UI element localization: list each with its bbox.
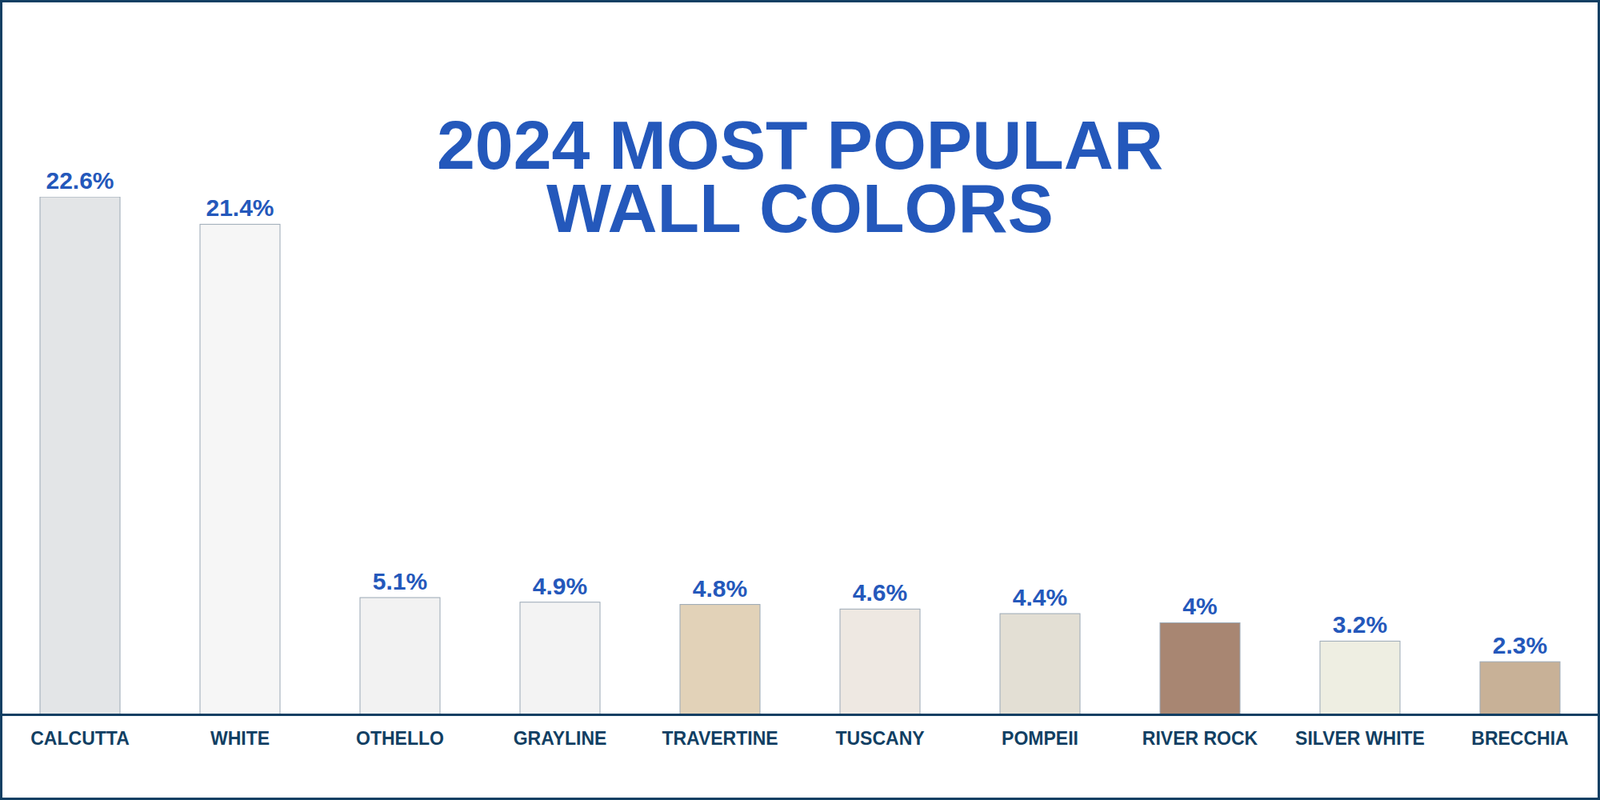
- tick-label: RIVER ROCK: [1142, 728, 1259, 749]
- bar: [1320, 640, 1400, 715]
- bar: [1480, 661, 1560, 715]
- bar: [1160, 622, 1240, 715]
- tick: TUSCANY: [835, 728, 924, 749]
- data-label: 22.6%: [45, 167, 114, 194]
- tick: CALCUTTA: [30, 728, 130, 749]
- bar: [840, 608, 920, 715]
- bar: [40, 196, 120, 715]
- tick-label: SILVER WHITE: [1295, 728, 1425, 749]
- tick-label: OTHELLO: [356, 728, 444, 749]
- tick: WHITE: [210, 728, 270, 749]
- data-labels: 22.6% 21.4% 5.1% 4.9% 4.8% 4.6% 4.4% 4% 3.2% 2.3%: [45, 167, 1548, 659]
- tick: OTHELLO: [356, 728, 444, 749]
- tick: GRAYLINE: [513, 728, 608, 749]
- data-label: 5.1%: [372, 568, 428, 595]
- title-line: WALL COLORS: [546, 169, 1054, 247]
- data-label: 4.4%: [1012, 584, 1068, 611]
- tick-label: TUSCANY: [835, 728, 924, 749]
- data-label: 4.8%: [692, 575, 748, 602]
- data-label: 2.3%: [1492, 632, 1548, 659]
- tick: SILVER WHITE: [1295, 728, 1425, 749]
- tick: RIVER ROCK: [1142, 728, 1259, 749]
- axis-line: [0, 713, 1600, 716]
- tick: BRECCHIA: [1471, 728, 1568, 749]
- bar: [680, 604, 760, 715]
- title: 2024 MOST POPULARWALL COLORS: [436, 106, 1164, 247]
- chart: 2024 MOST POPULARWALL COLORS 22.6% 21.4% 5.…: [0, 0, 1600, 800]
- tick-label: BRECCHIA: [1471, 728, 1568, 749]
- tick-label: CALCUTTA: [30, 728, 130, 749]
- tick: POMPEII: [1001, 728, 1079, 749]
- plot-area: [40, 196, 1560, 715]
- data-label: 4.6%: [852, 579, 908, 606]
- tick-label: GRAYLINE: [513, 728, 608, 749]
- bar: [200, 224, 280, 715]
- data-label: 4.9%: [532, 572, 588, 600]
- data-label: 3.2%: [1332, 611, 1388, 638]
- tick: TRAVERTINE: [661, 728, 778, 749]
- tick-label: TRAVERTINE: [661, 728, 778, 749]
- bar: [520, 602, 600, 715]
- tick-label: POMPEII: [1001, 728, 1079, 749]
- tick-label: WHITE: [210, 728, 270, 749]
- frame: [1, 1, 1600, 800]
- bar: [360, 597, 440, 715]
- data-label: 21.4%: [205, 194, 274, 221]
- bar: [1000, 613, 1080, 715]
- x-axis: CALCUTTA WHITE OTHELLO GRAYLINE TRAVERTINE TU…: [0, 715, 1600, 750]
- data-label: 4%: [1182, 592, 1217, 620]
